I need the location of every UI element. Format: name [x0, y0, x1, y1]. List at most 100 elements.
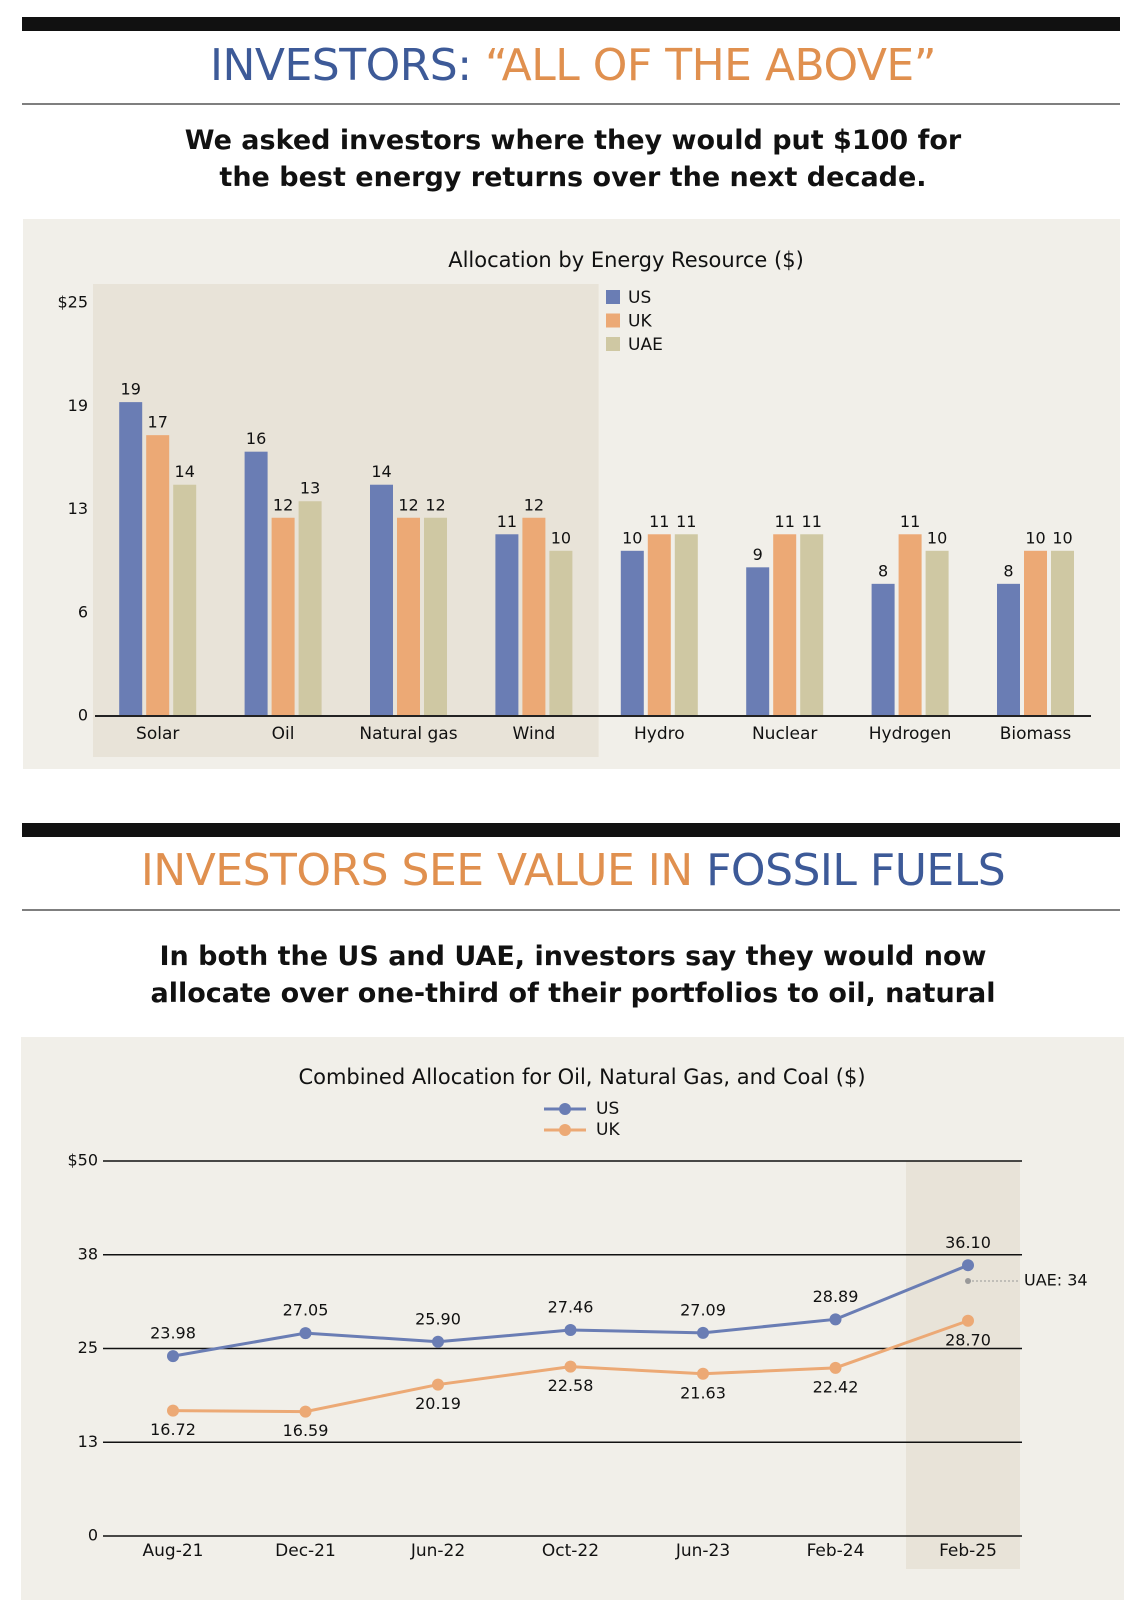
subtitle-box: We asked investors where they would put … [184, 125, 962, 193]
bar [925, 550, 949, 716]
bar [674, 534, 698, 716]
bar [146, 435, 170, 716]
data-label: 13 [300, 479, 320, 498]
point [167, 1350, 179, 1363]
x-tick-label: Hydro [634, 724, 685, 744]
x-tick-label: Jun-22 [410, 1541, 465, 1561]
legend-label: UK [628, 312, 652, 332]
data-label: 9 [753, 545, 763, 564]
data-label: 23.98 [150, 1324, 196, 1343]
data-label: 11 [676, 512, 696, 531]
legend-label: US [628, 288, 651, 308]
x-tick-label: Dec-21 [275, 1541, 336, 1561]
data-label: 16.59 [283, 1421, 329, 1440]
y-tick-label: 6 [78, 602, 88, 621]
y-tick-label: 19 [68, 396, 88, 415]
point [697, 1367, 709, 1380]
annotation-point [965, 1278, 971, 1284]
bar [746, 567, 770, 716]
data-label: 17 [148, 413, 168, 432]
x-tick-label: Aug-21 [143, 1541, 204, 1561]
bar [773, 534, 797, 716]
x-tick-label: Oct-22 [542, 1541, 599, 1561]
legend-swatch [606, 337, 620, 351]
point [299, 1405, 312, 1418]
data-label: 12 [273, 495, 293, 514]
y-tick-label: 0 [78, 706, 88, 725]
x-tick-label: Biomass [1000, 724, 1072, 744]
point [299, 1327, 312, 1340]
title-part: INVESTORS SEE VALUE IN [141, 845, 706, 896]
bar [271, 517, 295, 716]
bar [647, 534, 671, 716]
data-label: 12 [524, 495, 544, 514]
y-tick-label: 13 [68, 499, 88, 518]
data-label: 10 [1025, 528, 1045, 547]
section-subtitle: In both the US and UAE, investors say th… [150, 941, 996, 1018]
top-bar [22, 823, 1120, 837]
x-tick-label: Wind [513, 724, 556, 744]
annotation: UAE: 34 [1024, 1271, 1088, 1290]
bar [549, 550, 573, 716]
bar [173, 484, 197, 716]
data-label: 12 [425, 495, 445, 514]
bar [495, 534, 519, 716]
section-subtitle: We asked investors where they would put … [184, 125, 962, 193]
legend-swatch [606, 290, 620, 304]
bar [620, 550, 644, 716]
bar [370, 484, 393, 716]
data-label: 10 [1052, 528, 1072, 547]
legend-label: US [596, 1099, 619, 1119]
bar [997, 583, 1020, 716]
legend-marker [559, 1103, 571, 1115]
point [432, 1335, 444, 1348]
data-label: 22.58 [548, 1376, 594, 1395]
bar [119, 402, 143, 716]
x-tick-label: Hydrogen [869, 724, 952, 744]
point [697, 1326, 709, 1339]
y-tick-label: $50 [67, 1151, 98, 1170]
bar [298, 501, 322, 716]
data-label: 27.05 [283, 1301, 329, 1320]
data-label: 16.72 [150, 1420, 196, 1439]
data-label: 10 [622, 528, 642, 547]
data-label: 14 [175, 462, 195, 481]
highlight-band [906, 1161, 1020, 1569]
data-label: 16 [246, 429, 266, 448]
x-tick-label: Nuclear [752, 724, 817, 744]
section-title: INVESTORS SEE VALUE IN FOSSIL FUELS [141, 845, 1005, 896]
bar [244, 451, 268, 716]
x-tick-label: Jun-23 [675, 1541, 730, 1561]
x-tick-label: Feb-25 [939, 1541, 997, 1561]
bar [397, 517, 420, 716]
point [564, 1360, 577, 1373]
legend-label: UK [596, 1120, 620, 1140]
y-tick-label: 38 [78, 1244, 98, 1263]
data-label: 25.90 [415, 1309, 461, 1328]
x-tick-label: Solar [136, 724, 179, 744]
chart-title: Combined Allocation for Oil, Natural Gas… [298, 1065, 865, 1089]
bar [1024, 550, 1047, 716]
x-tick-label: Feb-24 [807, 1541, 865, 1561]
point [829, 1313, 842, 1326]
legend-swatch [606, 313, 620, 328]
title-part: “ALL OF THE ABOVE” [485, 40, 936, 91]
x-tick-label: Natural gas [359, 724, 457, 744]
section-title: INVESTORS: “ALL OF THE ABOVE” [210, 40, 936, 91]
bar [871, 583, 895, 716]
data-label: 11 [802, 512, 822, 531]
y-tick-label: 13 [78, 1432, 98, 1451]
point [829, 1361, 842, 1374]
top-bar [22, 17, 1120, 31]
point [167, 1404, 179, 1417]
subtitle-box: In both the US and UAE, investors say th… [150, 941, 996, 1018]
data-label: 21.63 [680, 1383, 726, 1402]
y-tick-label: 25 [78, 1338, 98, 1357]
data-label: 22.42 [813, 1377, 859, 1396]
data-label: 11 [775, 512, 795, 531]
point [962, 1259, 974, 1272]
chart-title: Allocation by Energy Resource ($) [448, 248, 804, 272]
data-label: 11 [649, 512, 669, 531]
data-label: 27.46 [548, 1298, 594, 1317]
